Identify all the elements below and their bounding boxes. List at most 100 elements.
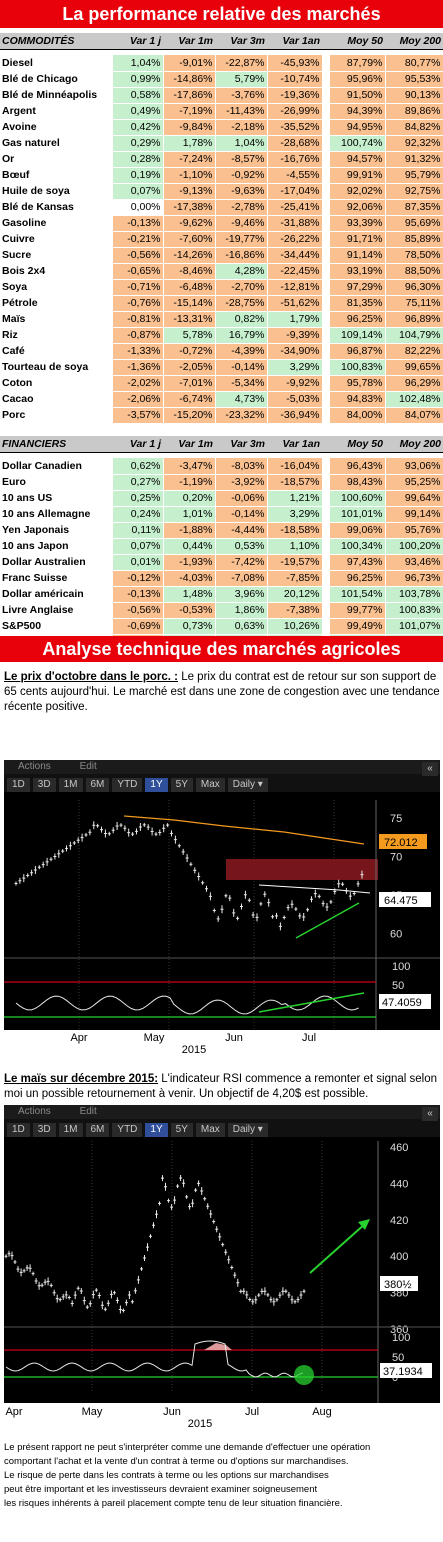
table-cell: 99,49% [330,618,386,635]
table-cell: -9,92% [267,375,323,392]
row-label: Franc Suisse [0,570,113,587]
table-cell: -0,14% [215,506,268,523]
table-cell: 91,71% [330,231,386,248]
collapse-icon[interactable]: « [422,1107,438,1121]
table-cell: 92,02% [330,183,386,200]
row-label: 10 ans Allemagne [0,506,113,523]
collapse-icon[interactable]: « [422,762,438,776]
table-cell: 1,01% [163,506,216,523]
column-header: Moy 200 [385,33,443,50]
table-cell: 96,25% [330,311,386,328]
range-button-6m[interactable]: 6M [85,1123,110,1137]
row-label: Dollar Australien [0,554,113,571]
table-row: 10 ans Japon 0,07% 0,44% 0,53% 1,10% 100,34% 1… [0,538,443,555]
column-gap [322,436,330,453]
column-gap [322,618,330,634]
table-cell: -1,33% [112,343,164,360]
table-cell: 81,35% [330,295,386,312]
table-cell: -26,99% [267,103,323,120]
table-cell: 0,19% [112,167,164,184]
table-cell: 0,73% [163,618,216,635]
table-cell: 99,14% [385,506,443,523]
table-cell: -4,44% [215,522,268,539]
row-label: 10 ans Japon [0,538,113,555]
range-button-1m[interactable]: 1M [58,1123,83,1137]
table-cell: -8,46% [163,263,216,280]
price-bars [14,821,364,931]
table-cell: -7,24% [163,151,216,168]
table-cell: -7,08% [215,570,268,587]
table-cell: 94,83% [330,391,386,408]
range-button-1d[interactable]: 1D [7,1123,30,1137]
rsi-line [15,995,359,1015]
date-axis-bg [4,1030,440,1056]
row-label: Dollar américain [0,586,113,603]
range-toolbar: 1D 3D 1M 6M YTD 1Y 5Y Max Daily ▾ [4,1119,440,1137]
actions-menu[interactable]: Actions [18,1106,51,1117]
range-button-1y[interactable]: 1Y [145,778,168,792]
table-cell: 0,53% [215,538,268,555]
table-cell: 92,75% [385,183,443,200]
table-cell: 0,44% [163,538,216,555]
range-button-ytd[interactable]: YTD [112,778,143,792]
range-button-1m[interactable]: 1M [58,778,83,792]
table-cell: 1,04% [112,55,164,72]
range-button-ytd[interactable]: YTD [112,1123,143,1137]
mais-chart[interactable]: Actions Edit 1D 3D 1M 6M YTD 1Y 5Y Max Daily ▾ «… [4,1105,440,1431]
table-cell: 4,28% [215,263,268,280]
table-cell: 4,73% [215,391,268,408]
table-cell: -4,55% [267,167,323,184]
month-label: Apr [70,1032,87,1044]
table-row: Gasoline -0,13% -9,62% -9,46% -31,88% 93,39% 9… [0,215,443,232]
row-label: Gas naturel [0,135,113,152]
edit-menu[interactable]: Edit [79,761,97,772]
table-cell: 20,12% [267,586,323,603]
column-gap [322,231,330,247]
table-cell: 91,32% [385,151,443,168]
range-button-max[interactable]: Max [195,1123,225,1137]
row-label: Diesel [0,55,113,72]
range-button-5y[interactable]: 5Y [170,778,193,792]
column-gap [322,55,330,71]
table-row: Diesel 1,04% -9,01% -22,87% -45,93% 87,79% 80,… [0,55,443,72]
column-gap [322,506,330,522]
table-cell: -22,87% [215,55,268,72]
range-button-3d[interactable]: 3D [32,778,56,792]
column-gap [322,119,330,135]
table-row: Riz -0,87% 5,78% 16,79% -9,39% 109,14% 104,79% [0,327,443,344]
table-cell: -3,76% [215,87,268,104]
table-row: Café -1,33% -0,72% -4,39% -34,90% 96,87% 82,22… [0,343,443,360]
edit-menu[interactable]: Edit [79,1106,97,1117]
actions-menu[interactable]: Actions [18,761,51,772]
table-cell: 95,96% [330,71,386,88]
row-label: 10 ans US [0,490,113,507]
table-cell: -2,02% [112,375,164,392]
range-button-5y[interactable]: 5Y [170,1123,193,1137]
last-price-label: 72.012 [384,837,418,849]
column-gap [322,279,330,295]
rsi-value-badge [380,1363,432,1378]
table-cell: -2,78% [215,199,268,216]
table-cell: 3,96% [215,586,268,603]
range-button-3d[interactable]: 3D [32,1123,56,1137]
table-cell: 1,48% [163,586,216,603]
row-label: Blé de Chicago [0,71,113,88]
table-cell: -11,43% [215,103,268,120]
table-cell: 82,22% [385,343,443,360]
row-label: Euro [0,474,113,491]
row-label: Gasoline [0,215,113,232]
table-cell: 0,07% [112,538,164,555]
column-gap [322,474,330,490]
table-cell: -1,19% [163,474,216,491]
column-header: Var 3m [215,33,267,50]
table-cell: -1,36% [112,359,164,376]
row-label: Café [0,343,113,360]
range-button-1y[interactable]: 1Y [145,1123,168,1137]
table-cell: -0,56% [112,602,164,619]
range-button-daily[interactable]: Daily ▾ [227,1123,268,1137]
range-button-daily[interactable]: Daily ▾ [227,778,268,792]
range-button-6m[interactable]: 6M [85,778,110,792]
range-button-max[interactable]: Max [195,778,225,792]
range-button-1d[interactable]: 1D [7,778,30,792]
porc-chart[interactable]: Actions Edit 1D 3D 1M 6M YTD 1Y 5Y Max Daily ▾ «… [4,760,440,1056]
